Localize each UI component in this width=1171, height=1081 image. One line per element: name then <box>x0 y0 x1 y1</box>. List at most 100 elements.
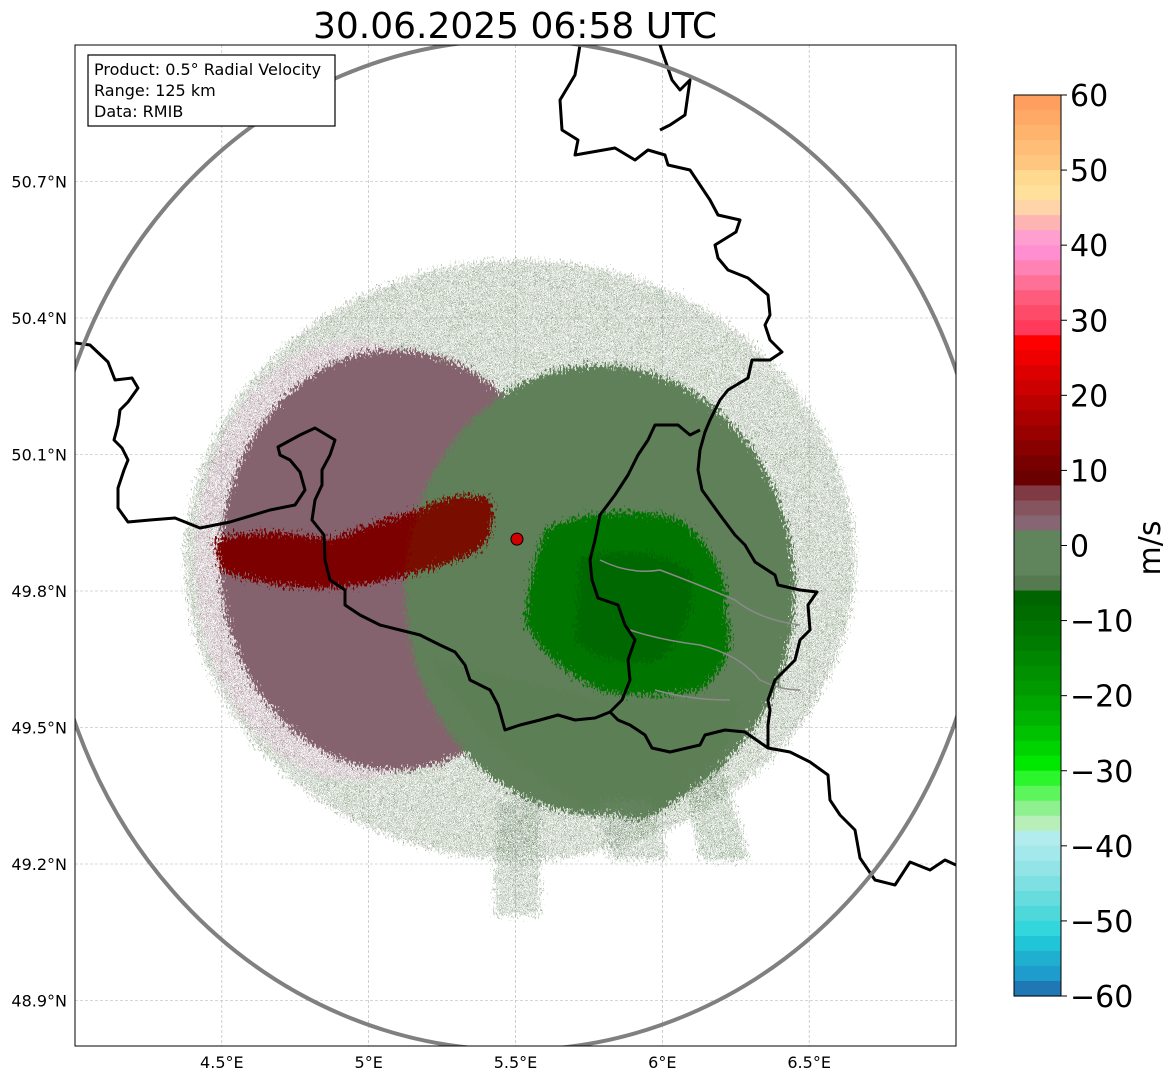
colorbar-segment <box>1014 710 1061 727</box>
colorbar-segment <box>1014 230 1061 246</box>
regional-borders <box>599 559 801 701</box>
colorbar-segment <box>1014 470 1061 487</box>
longitude-tick-labels: 4.5°E 5°E 5.5°E 6°E 6.5°E <box>200 1053 831 1072</box>
colorbar-segment <box>1014 755 1061 772</box>
colorbar-segment <box>1014 890 1061 907</box>
colorbar-tick-label: 40 <box>1070 229 1108 264</box>
map-frame <box>74 44 957 1047</box>
colorbar-tick-label: −40 <box>1070 830 1133 865</box>
colorbar-segment <box>1014 155 1061 171</box>
colorbar: 60 50 40 30 20 10 0 −10 −20 −30 −40 −50 −60 m/s <box>1013 79 1168 1015</box>
colorbar-segment <box>1014 530 1061 577</box>
colorbar-segment <box>1014 305 1061 321</box>
colorbar-tick-label: −10 <box>1070 605 1133 640</box>
border-luxembourg <box>588 423 701 714</box>
colorbar-scale <box>1014 95 1061 997</box>
colorbar-segment <box>1014 110 1061 126</box>
colorbar-segment <box>1014 830 1061 847</box>
x-tick-label: 5°E <box>355 1053 383 1072</box>
radar-velocity-field <box>185 260 855 915</box>
colorbar-segment <box>1014 605 1061 622</box>
echo-approaching-core <box>575 552 692 663</box>
info-product: Product: 0.5° Radial Velocity <box>94 60 321 79</box>
border-north-east <box>558 45 956 887</box>
colorbar-tick-label: 20 <box>1070 379 1108 414</box>
colorbar-tick-label: 10 <box>1070 454 1108 489</box>
colorbar-segment <box>1014 200 1061 216</box>
colorbar-segment <box>1014 875 1061 892</box>
colorbar-segment <box>1014 500 1061 517</box>
y-tick-label: 50.1°N <box>11 446 67 465</box>
colorbar-segment <box>1014 650 1061 667</box>
colorbar-segment <box>1014 440 1061 456</box>
latitude-tick-labels: 50.7°N 50.4°N 50.1°N 49.8°N 49.5°N 49.2°N 48.9… <box>11 173 67 1011</box>
colorbar-segment <box>1014 770 1061 787</box>
colorbar-segment <box>1014 665 1061 682</box>
echo-south-spokes <box>495 760 750 915</box>
colorbar-segment <box>1014 395 1061 411</box>
colorbar-segment <box>1014 935 1061 952</box>
colorbar-segment <box>1014 320 1061 336</box>
colorbar-segment <box>1014 965 1061 982</box>
colorbar-segment <box>1014 485 1061 502</box>
country-borders <box>75 45 956 887</box>
border-france-belgium <box>75 341 769 754</box>
colorbar-segment <box>1014 920 1061 937</box>
colorbar-segment <box>1014 815 1061 832</box>
x-tick-label: 6°E <box>648 1053 676 1072</box>
colorbar-segment <box>1014 785 1061 802</box>
y-tick-label: 49.8°N <box>11 582 67 601</box>
colorbar-segment <box>1014 680 1061 697</box>
colorbar-segment <box>1014 185 1061 201</box>
y-tick-label: 49.2°N <box>11 855 67 874</box>
colorbar-segment <box>1014 515 1061 532</box>
colorbar-tick-label: −60 <box>1070 980 1133 1015</box>
colorbar-segment <box>1014 380 1061 396</box>
colorbar-segment <box>1014 590 1061 607</box>
colorbar-segment <box>1014 620 1061 637</box>
x-tick-label: 5.5°E <box>494 1053 538 1072</box>
colorbar-segment <box>1014 905 1061 922</box>
colorbar-segment <box>1014 980 1061 997</box>
colorbar-segment <box>1014 950 1061 967</box>
colorbar-tick-label: 50 <box>1070 154 1108 189</box>
y-tick-label: 50.7°N <box>11 173 67 192</box>
chart-title: 30.06.2025 06:58 UTC <box>313 6 717 47</box>
echo-receding-strong <box>215 495 493 588</box>
colorbar-segment <box>1014 575 1061 592</box>
colorbar-segment <box>1014 425 1061 441</box>
echo-core-south <box>430 660 740 820</box>
colorbar-segment <box>1014 125 1061 141</box>
y-tick-label: 48.9°N <box>11 992 67 1011</box>
colorbar-tick-label: 30 <box>1070 304 1108 339</box>
colorbar-segment <box>1014 140 1061 156</box>
colorbar-segment <box>1014 95 1061 111</box>
x-tick-label: 6.5°E <box>787 1053 831 1072</box>
colorbar-segment <box>1014 245 1061 261</box>
colorbar-segment <box>1014 290 1061 306</box>
colorbar-segment <box>1014 260 1061 276</box>
colorbar-segment <box>1014 350 1061 366</box>
info-data-source: Data: RMIB <box>94 102 183 121</box>
y-tick-label: 50.4°N <box>11 309 67 328</box>
colorbar-unit-label: m/s <box>1133 521 1168 576</box>
border-northwest-lobe <box>658 45 692 132</box>
map-plot-area: Product: 0.5° Radial Velocity Range: 125… <box>74 44 957 1047</box>
colorbar-segment <box>1014 170 1061 186</box>
colorbar-tick-label: −20 <box>1070 680 1133 715</box>
colorbar-tick-label: −30 <box>1070 755 1133 790</box>
product-info-box: Product: 0.5° Radial Velocity Range: 125… <box>87 54 336 127</box>
info-range: Range: 125 km <box>94 81 216 100</box>
colorbar-segment <box>1014 725 1061 742</box>
colorbar-segment <box>1014 740 1061 757</box>
colorbar-tick-label: −50 <box>1070 905 1133 940</box>
colorbar-segment <box>1014 365 1061 381</box>
colorbar-segment <box>1014 860 1061 877</box>
colorbar-segment <box>1014 215 1061 231</box>
colorbar-segment <box>1014 695 1061 712</box>
x-tick-label: 4.5°E <box>200 1053 244 1072</box>
colorbar-tick-label: 0 <box>1070 530 1089 565</box>
y-tick-label: 49.5°N <box>11 719 67 738</box>
colorbar-segment <box>1014 845 1061 862</box>
